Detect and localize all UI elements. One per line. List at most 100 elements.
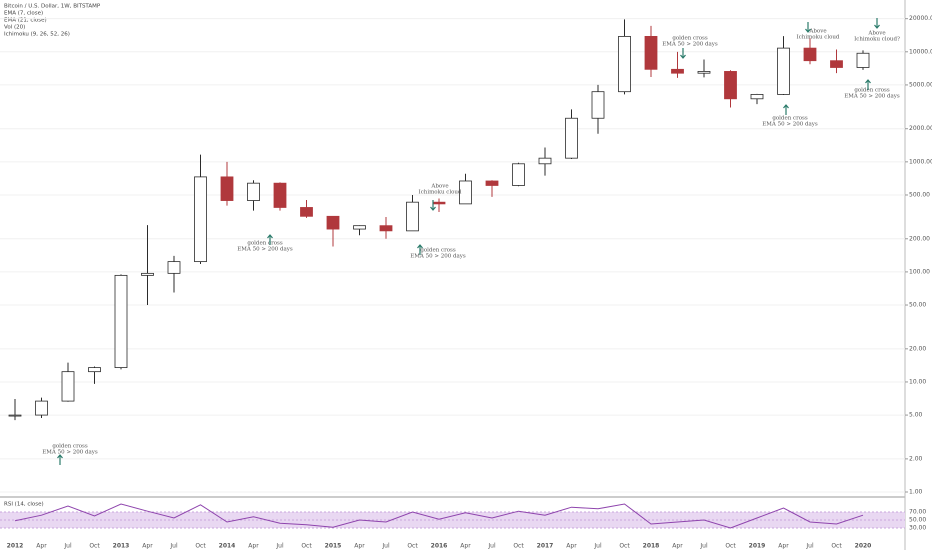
x-tick-label: 2012 xyxy=(7,543,24,550)
x-tick-label: Jul xyxy=(381,543,390,550)
x-tick-label: Oct xyxy=(725,543,736,550)
x-tick-label: 2020 xyxy=(855,543,872,550)
candle-body xyxy=(618,35,631,93)
x-tick-label: 2013 xyxy=(113,543,130,550)
candle-body xyxy=(432,201,446,205)
annotation-text: golden cross xyxy=(854,88,890,94)
annotation-text: EMA 50 > 200 days xyxy=(662,42,718,48)
y-tick-label: 10.00 xyxy=(909,378,926,385)
annotation-arrowhead xyxy=(680,54,686,59)
y-tick-label: 2000.00 xyxy=(909,125,932,132)
candle-body xyxy=(644,35,658,70)
annotation-text: EMA 50 > 200 days xyxy=(844,94,900,100)
candle-body xyxy=(485,180,499,186)
annotation-arrowhead xyxy=(805,28,811,33)
x-tick-label: 2014 xyxy=(219,543,236,550)
y-tick-label: 20.00 xyxy=(909,345,926,352)
x-tick-label: Oct xyxy=(619,543,630,550)
candle-body xyxy=(379,225,393,232)
annotation-arrowhead xyxy=(430,206,436,211)
annotation-arrowhead xyxy=(874,24,880,29)
annotation-arrowhead xyxy=(783,104,789,109)
candle-body xyxy=(459,180,472,205)
rsi-tick-label: 70.00 xyxy=(909,509,926,516)
candle-body xyxy=(300,207,313,217)
x-tick-label: Oct xyxy=(301,543,312,550)
y-tick-label: 100.00 xyxy=(909,268,930,275)
y-tick-label: 10000.00 xyxy=(909,48,932,55)
x-tick-label: Jul xyxy=(169,543,178,550)
annotation-text: Above xyxy=(808,29,826,35)
annotation-arrowhead xyxy=(267,234,273,239)
annotation-text: Ichimoku cloud? xyxy=(854,37,900,43)
candle-body xyxy=(114,274,128,369)
x-tick-label: Oct xyxy=(407,543,418,550)
x-tick-label: Jul xyxy=(593,543,602,550)
x-tick-label: 2016 xyxy=(431,543,448,550)
candle-body xyxy=(8,414,22,417)
candle-body xyxy=(194,176,207,263)
annotation-text: Above xyxy=(867,31,885,37)
candle-body xyxy=(750,94,764,100)
x-tick-label: 2018 xyxy=(643,543,660,550)
rsi-tick-label: 50.00 xyxy=(909,517,926,524)
x-tick-label: Apr xyxy=(460,543,471,550)
annotation-text: golden cross xyxy=(247,241,283,247)
candle-body xyxy=(326,215,340,230)
candle-body xyxy=(141,272,154,276)
y-tick-label: 200.00 xyxy=(909,235,930,242)
candle-body xyxy=(61,371,75,402)
candle-body xyxy=(856,52,870,68)
rsi-title: RSI (14, close) xyxy=(4,502,44,508)
annotation-arrowhead xyxy=(865,79,871,84)
x-tick-label: Apr xyxy=(248,543,259,550)
candle-body xyxy=(353,225,366,230)
y-tick-label: 5000.00 xyxy=(909,81,932,88)
indicator-label: Ichimoku (9, 26, 52, 26) xyxy=(4,32,70,38)
y-tick-label: 20000.00 xyxy=(909,15,932,22)
x-tick-label: 2017 xyxy=(537,543,554,550)
y-tick-label: 5.00 xyxy=(909,412,923,419)
candle-body xyxy=(777,47,790,95)
x-tick-label: Jul xyxy=(275,543,284,550)
candle-body xyxy=(406,201,419,232)
candle-body xyxy=(538,157,552,165)
x-tick-label: Jul xyxy=(699,543,708,550)
x-tick-label: Apr xyxy=(566,543,577,550)
candle-body xyxy=(88,367,101,373)
candle-body xyxy=(273,182,287,208)
candle-body xyxy=(803,47,817,62)
annotation-text: EMA 50 > 200 days xyxy=(42,450,98,456)
y-tick-label: 1.00 xyxy=(909,489,923,496)
x-tick-label: Apr xyxy=(142,543,153,550)
chart-title: Bitcoin / U.S. Dollar, 1W, BITSTAMP xyxy=(4,4,101,10)
x-tick-label: Oct xyxy=(89,543,100,550)
annotation-text: golden cross xyxy=(772,116,808,122)
candle-body xyxy=(220,176,234,201)
x-tick-label: Oct xyxy=(513,543,524,550)
x-tick-label: Apr xyxy=(778,543,789,550)
candle-body xyxy=(591,91,605,119)
indicator-label: EMA (7, close) xyxy=(4,11,43,17)
x-tick-label: Oct xyxy=(831,543,842,550)
rsi-tick-label: 30.00 xyxy=(909,525,926,532)
x-tick-label: 2019 xyxy=(749,543,766,550)
annotation-text: Ichimoku cloud xyxy=(419,190,462,196)
x-tick-label: Apr xyxy=(36,543,47,550)
candle-body xyxy=(247,182,260,201)
x-tick-label: Jul xyxy=(487,543,496,550)
x-tick-label: Jul xyxy=(63,543,72,550)
annotation-text: golden cross xyxy=(52,444,88,450)
candle-body xyxy=(167,261,181,274)
rsi-line xyxy=(14,503,864,529)
x-tick-label: 2015 xyxy=(325,543,342,550)
y-tick-label: 1000.00 xyxy=(909,158,932,165)
annotation-text: EMA 50 > 200 days xyxy=(762,122,818,128)
candle-body xyxy=(512,163,525,186)
annotation-text: golden cross xyxy=(420,248,456,254)
candle-body xyxy=(697,71,711,74)
candle-body xyxy=(830,60,843,68)
y-tick-label: 500.00 xyxy=(909,191,930,198)
